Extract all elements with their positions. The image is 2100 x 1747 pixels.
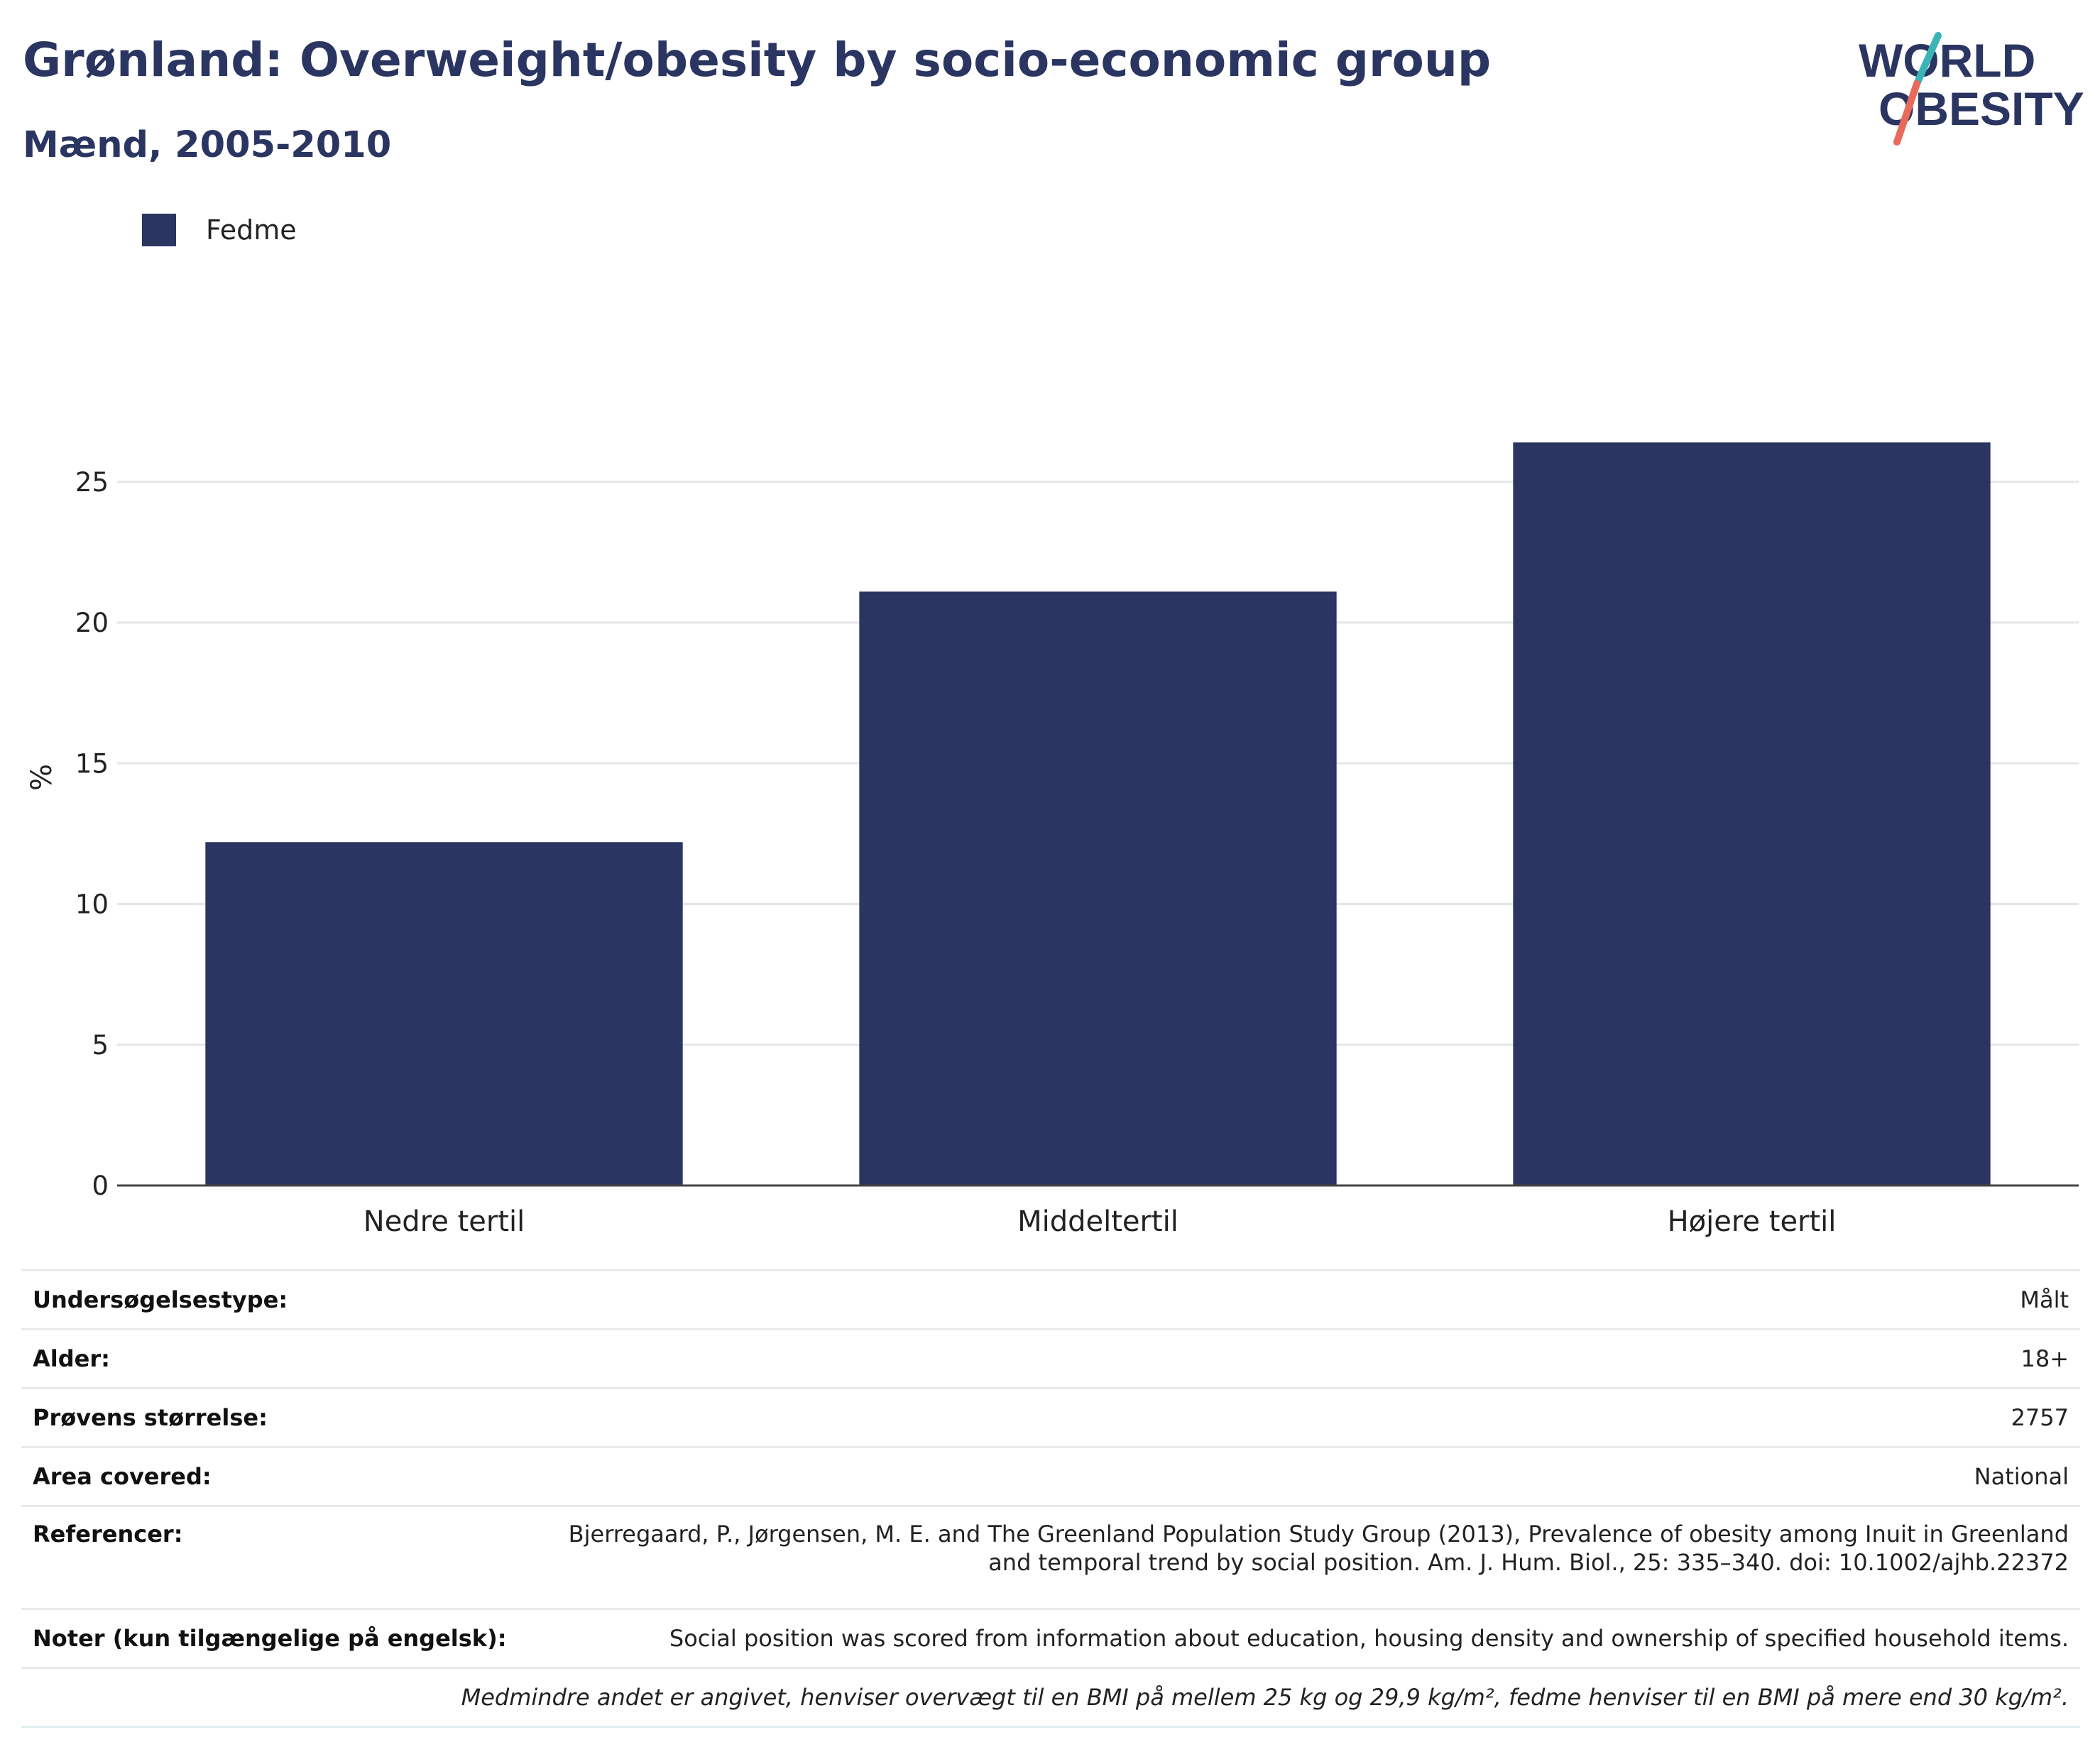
meta-value: 2757 [541,1388,2080,1448]
y-tick-label: 15 [75,748,109,779]
y-tick-label: 10 [75,889,109,920]
logo-line1: WORLD [1859,34,2035,87]
y-tick-label: 0 [92,1171,109,1201]
legend-swatch-fedme [142,214,176,246]
meta-row-references: Referencer: Bjerregaard, P., Jørgensen, … [21,1506,2080,1610]
y-tick-label: 20 [75,608,109,638]
meta-row-notes: Noter (kun tilgængelige på engelsk): Soc… [21,1609,2080,1669]
y-tick-label: 5 [92,1030,109,1061]
footnote: Medmindre andet er angivet, henviser ove… [21,1667,2080,1728]
meta-value: National [541,1447,2080,1507]
meta-key: Undersøgelsestype: [21,1269,541,1330]
meta-row-area-covered: Area covered: National [21,1447,2080,1507]
meta-value: Social position was scored from informat… [541,1609,2080,1669]
x-tick-label: Nedre tertil [363,1205,525,1238]
meta-key: Referencer: [21,1506,541,1610]
meta-value: Målt [541,1269,2080,1330]
meta-value: Bjerregaard, P., Jørgensen, M. E. and Th… [541,1506,2080,1610]
bars [205,442,1991,1185]
meta-key: Alder: [21,1329,541,1389]
chart-title: Grønland: Overweight/obesity by socio-ec… [23,33,1492,87]
y-tick-label: 25 [75,467,109,498]
x-tick-label: Højere tertil [1668,1205,1837,1238]
legend: Fedme [142,213,297,247]
bar-chart: 0 5 10 15 20 25 Nedre tertil Middeltertil Højer… [26,442,2079,1238]
meta-row-sample-size: Prøvens størrelse: 2757 [21,1388,2080,1448]
meta-key: Prøvens størrelse: [21,1388,541,1448]
y-axis-title: % [26,764,58,791]
bar [859,591,1337,1185]
bar [1513,442,1991,1185]
meta-value: 18+ [541,1329,2080,1389]
world-obesity-logo: WORLD OBESITY [1859,32,2084,146]
bar [205,842,683,1185]
metadata-table: Undersøgelsestype: Målt Alder: 18+ Prøve… [21,1269,2080,1728]
x-tick-label: Middeltertil [1017,1205,1178,1238]
meta-row-survey-type: Undersøgelsestype: Målt [21,1269,2080,1330]
meta-key: Area covered: [21,1447,541,1507]
meta-key: Noter (kun tilgængelige på engelsk): [21,1609,541,1669]
meta-row-age: Alder: 18+ [21,1329,2080,1389]
x-tick-labels: Nedre tertil Middeltertil Højere tertil [363,1205,1837,1238]
logo-slash-coral [1893,80,1920,146]
legend-label-fedme: Fedme [206,214,297,246]
y-tick-labels: 0 5 10 15 20 25 [75,467,109,1201]
logo-slash-teal [1913,32,1942,87]
chart-subtitle: Mænd, 2005-2010 [23,124,392,166]
meta-row-footnote: Medmindre andet er angivet, henviser ove… [21,1667,2080,1728]
